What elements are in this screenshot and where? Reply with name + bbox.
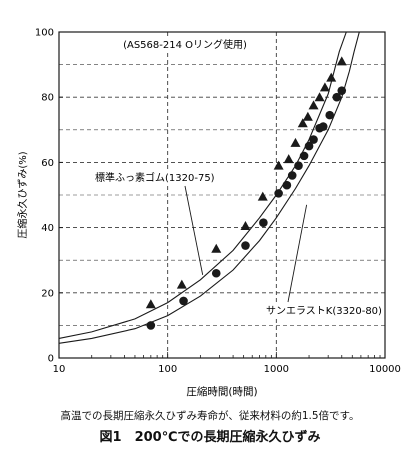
- caption-note: 高温での長期圧縮永久ひずみ寿命が、従来材料の約1.5倍です。: [60, 410, 360, 422]
- x-tick-label: 1000: [264, 364, 289, 375]
- triangle-marker: [297, 118, 308, 128]
- triangle-marker: [290, 137, 301, 147]
- data-points: [145, 56, 347, 330]
- circle-marker: [304, 141, 314, 151]
- circle-marker: [146, 321, 156, 330]
- callout-line-sunelast-k: [287, 204, 308, 303]
- circle-marker: [309, 135, 318, 144]
- x-tick-label: 10: [53, 364, 66, 375]
- circle-marker: [332, 92, 342, 102]
- triangle-marker: [314, 92, 325, 102]
- triangle-marker: [319, 82, 330, 92]
- y-tick-label: 60: [41, 158, 54, 169]
- circle-marker: [318, 122, 328, 131]
- triangle-marker: [240, 220, 251, 230]
- figure-title: 図1 200℃での長期圧縮永久ひずみ: [99, 430, 321, 445]
- circle-marker: [325, 110, 335, 120]
- chart-annotation: (AS568-214 Oリング使用): [123, 38, 247, 51]
- circle-marker: [211, 268, 221, 278]
- label-background: [93, 170, 217, 185]
- triangle-marker: [326, 72, 337, 82]
- triangle-marker: [145, 299, 156, 309]
- tick-labels: 0 20 40 60 80 100 10 100 1000 10000: [35, 28, 401, 376]
- triangle-marker: [283, 154, 294, 164]
- triangle-marker: [308, 100, 319, 110]
- triangle-marker: [302, 111, 313, 121]
- label-background: [121, 37, 250, 52]
- triangle-marker: [336, 56, 347, 66]
- y-axis-label: 圧縮永久ひずみ(%): [16, 151, 29, 238]
- y-tick-label: 0: [48, 354, 54, 365]
- circle-marker: [241, 241, 250, 250]
- triangle-marker: [176, 279, 187, 289]
- circle-marker: [274, 189, 283, 198]
- fit-curve-sunelast-k: [58, 31, 360, 344]
- callout-line-standard: [184, 185, 204, 275]
- y-tick-label: 20: [41, 288, 54, 299]
- circle-marker: [294, 161, 303, 170]
- circle-marker: [179, 296, 188, 306]
- label-background: [264, 304, 385, 318]
- circle-marker: [259, 218, 268, 228]
- y-tick-label: 100: [35, 28, 54, 39]
- triangle-marker: [211, 243, 222, 253]
- triangle-marker: [273, 160, 284, 170]
- y-tick-label: 80: [41, 93, 54, 104]
- series-label-standard: 標準ふっ素ゴム(1320-75): [95, 171, 215, 184]
- callouts: [184, 185, 308, 303]
- circle-marker: [299, 151, 309, 161]
- circle-marker: [337, 86, 347, 95]
- circle-marker: [282, 180, 292, 190]
- triangle-marker: [257, 191, 268, 201]
- series-label-sunelast-k: サンエラストK(3320-80): [266, 305, 382, 317]
- x-tick-label: 10000: [369, 364, 401, 375]
- x-tick-label: 100: [158, 364, 177, 375]
- circle-marker: [287, 171, 297, 180]
- fit-curves: [58, 31, 360, 344]
- plot-frame: [58, 31, 386, 359]
- chart: 0 20 40 60 80 100 10 100 1000 10000 (AS568-214 Oリ…: [16, 28, 401, 399]
- fit-curve-standard: [58, 31, 347, 339]
- y-tick-label: 40: [41, 223, 54, 234]
- x-axis-label: 圧縮時間(時間): [186, 385, 257, 398]
